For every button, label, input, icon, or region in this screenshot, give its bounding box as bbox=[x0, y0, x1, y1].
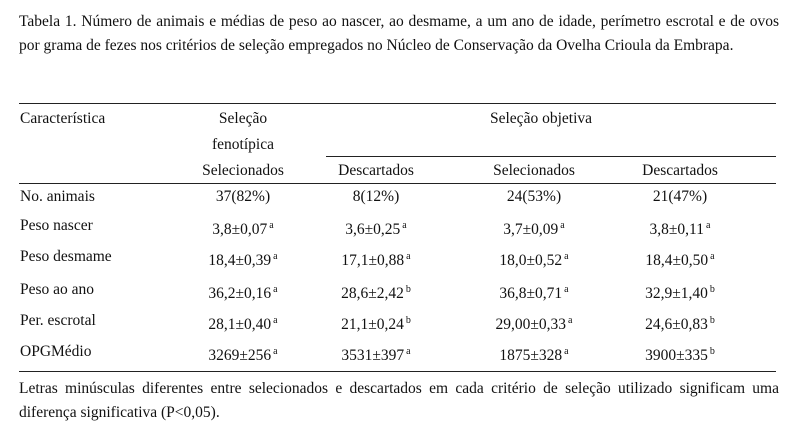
top-rule bbox=[19, 103, 776, 104]
cell-value: 18,4±0,39 bbox=[208, 252, 272, 269]
table-cell: 36,2±0,16 a bbox=[188, 280, 298, 304]
row-label: Peso nascer bbox=[20, 217, 93, 234]
table-cell: 36,8±0,71 a bbox=[480, 280, 588, 304]
significance-letter: b bbox=[709, 346, 715, 357]
significance-letter: a bbox=[710, 251, 715, 262]
table-cell: 28,6±2,42 b bbox=[331, 280, 421, 304]
row-label: Peso ao ano bbox=[20, 281, 95, 298]
bottom-rule bbox=[19, 371, 776, 372]
table-cell: 32,9±1,40 b bbox=[630, 280, 730, 304]
table-cell: 1875±328 a bbox=[480, 342, 588, 366]
cell-value: 29,00±0,33 bbox=[495, 316, 567, 333]
cell-value: 3,8±0,07 bbox=[212, 221, 268, 238]
row-label: OPGMédio bbox=[20, 343, 92, 360]
cell-value: 18,0±0,52 bbox=[499, 252, 563, 269]
significance-letter: a bbox=[560, 220, 565, 231]
cell-value: 24,6±0,83 bbox=[645, 316, 708, 333]
group-rule bbox=[326, 156, 776, 157]
subheader-descartados-2: Descartados bbox=[642, 162, 718, 179]
table-cell: 3,8±0,07 a bbox=[188, 216, 298, 240]
row-label: No. animais bbox=[20, 188, 95, 205]
significance-letter: b bbox=[405, 315, 411, 326]
cell-value: 3,8±0,11 bbox=[649, 221, 704, 238]
cell-value: 37(82%) bbox=[215, 188, 271, 205]
header-characteristic: Característica bbox=[20, 110, 106, 127]
table-cell: 3269±256 a bbox=[188, 342, 298, 366]
table-cell: 37(82%) bbox=[188, 187, 298, 207]
significance-letter: b bbox=[405, 284, 411, 295]
table-cell: 3,6±0,25 a bbox=[331, 216, 421, 240]
significance-letter: a bbox=[402, 220, 407, 231]
table-cell: 3531±397 a bbox=[331, 342, 421, 366]
cell-value: 3531±397 bbox=[341, 347, 405, 364]
cell-value: 1875±328 bbox=[499, 347, 563, 364]
table-cell: 3900±335 b bbox=[630, 342, 730, 366]
header-selecao-fenotipica-line2: fenotípica bbox=[212, 136, 274, 153]
cell-value: 18,4±0,50 bbox=[645, 252, 709, 269]
cell-value: 21,1±0,24 bbox=[341, 316, 404, 333]
significance-letter: b bbox=[709, 284, 715, 295]
cell-value: 3900±335 bbox=[645, 347, 708, 364]
significance-letter: a bbox=[705, 220, 711, 231]
significance-letter: b bbox=[709, 315, 715, 326]
table-cell: 18,4±0,50 a bbox=[630, 247, 730, 271]
significance-letter: a bbox=[406, 346, 411, 357]
table-cell: 21,1±0,24 b bbox=[331, 311, 421, 335]
cell-value: 28,1±0,40 bbox=[208, 316, 272, 333]
significance-letter: a bbox=[273, 251, 278, 262]
significance-letter: a bbox=[564, 284, 569, 295]
cell-value: 8(12%) bbox=[352, 188, 400, 205]
table-footnote: Letras minúsculas diferentes entre selec… bbox=[19, 380, 779, 421]
significance-letter: a bbox=[568, 315, 573, 326]
row-label: Peso desmame bbox=[20, 248, 112, 265]
cell-value: 17,1±0,88 bbox=[341, 252, 405, 269]
table-cell: 17,1±0,88 a bbox=[331, 247, 421, 271]
header-selecao-objetiva: Seleção objetiva bbox=[490, 110, 592, 127]
subheader-descartados-1: Descartados bbox=[338, 162, 414, 179]
cell-value: 3269±256 bbox=[208, 347, 272, 364]
row-label: Per. escrotal bbox=[20, 312, 96, 329]
cell-value: 36,2±0,16 bbox=[208, 285, 272, 302]
significance-letter: a bbox=[273, 284, 278, 295]
subheader-selecionados-2: Selecionados bbox=[493, 162, 575, 179]
significance-letter: a bbox=[564, 346, 569, 357]
table-cell: 8(12%) bbox=[331, 187, 421, 207]
table-cell: 3,8±0,11 a bbox=[630, 216, 730, 240]
header-selecao-fenotipica-line1: Seleção bbox=[218, 110, 268, 127]
subheader-selecionados-1: Selecionados bbox=[202, 162, 284, 179]
table-cell: 21(47%) bbox=[630, 187, 730, 207]
cell-value: 24(53%) bbox=[506, 188, 562, 205]
cell-value: 3,6±0,25 bbox=[345, 221, 401, 238]
header-bottom-rule bbox=[19, 183, 776, 184]
table-cell: 24,6±0,83 b bbox=[630, 311, 730, 335]
significance-letter: a bbox=[273, 315, 278, 326]
cell-value: 3,7±0,09 bbox=[503, 221, 559, 238]
table-cell: 28,1±0,40 a bbox=[188, 311, 298, 335]
cell-value: 28,6±2,42 bbox=[341, 285, 404, 302]
significance-letter: a bbox=[564, 251, 569, 262]
table-cell: 29,00±0,33 a bbox=[480, 311, 588, 335]
table-cell: 24(53%) bbox=[480, 187, 588, 207]
cell-value: 36,8±0,71 bbox=[499, 285, 563, 302]
significance-letter: a bbox=[269, 220, 274, 231]
table-cell: 18,4±0,39 a bbox=[188, 247, 298, 271]
significance-letter: a bbox=[273, 346, 278, 357]
table-caption: Tabela 1. Número de animais e médias de … bbox=[19, 13, 779, 54]
table-cell: 18,0±0,52 a bbox=[480, 247, 588, 271]
significance-letter: a bbox=[406, 251, 411, 262]
table-cell: 3,7±0,09 a bbox=[480, 216, 588, 240]
cell-value: 21(47%) bbox=[652, 188, 708, 205]
cell-value: 32,9±1,40 bbox=[645, 285, 708, 302]
